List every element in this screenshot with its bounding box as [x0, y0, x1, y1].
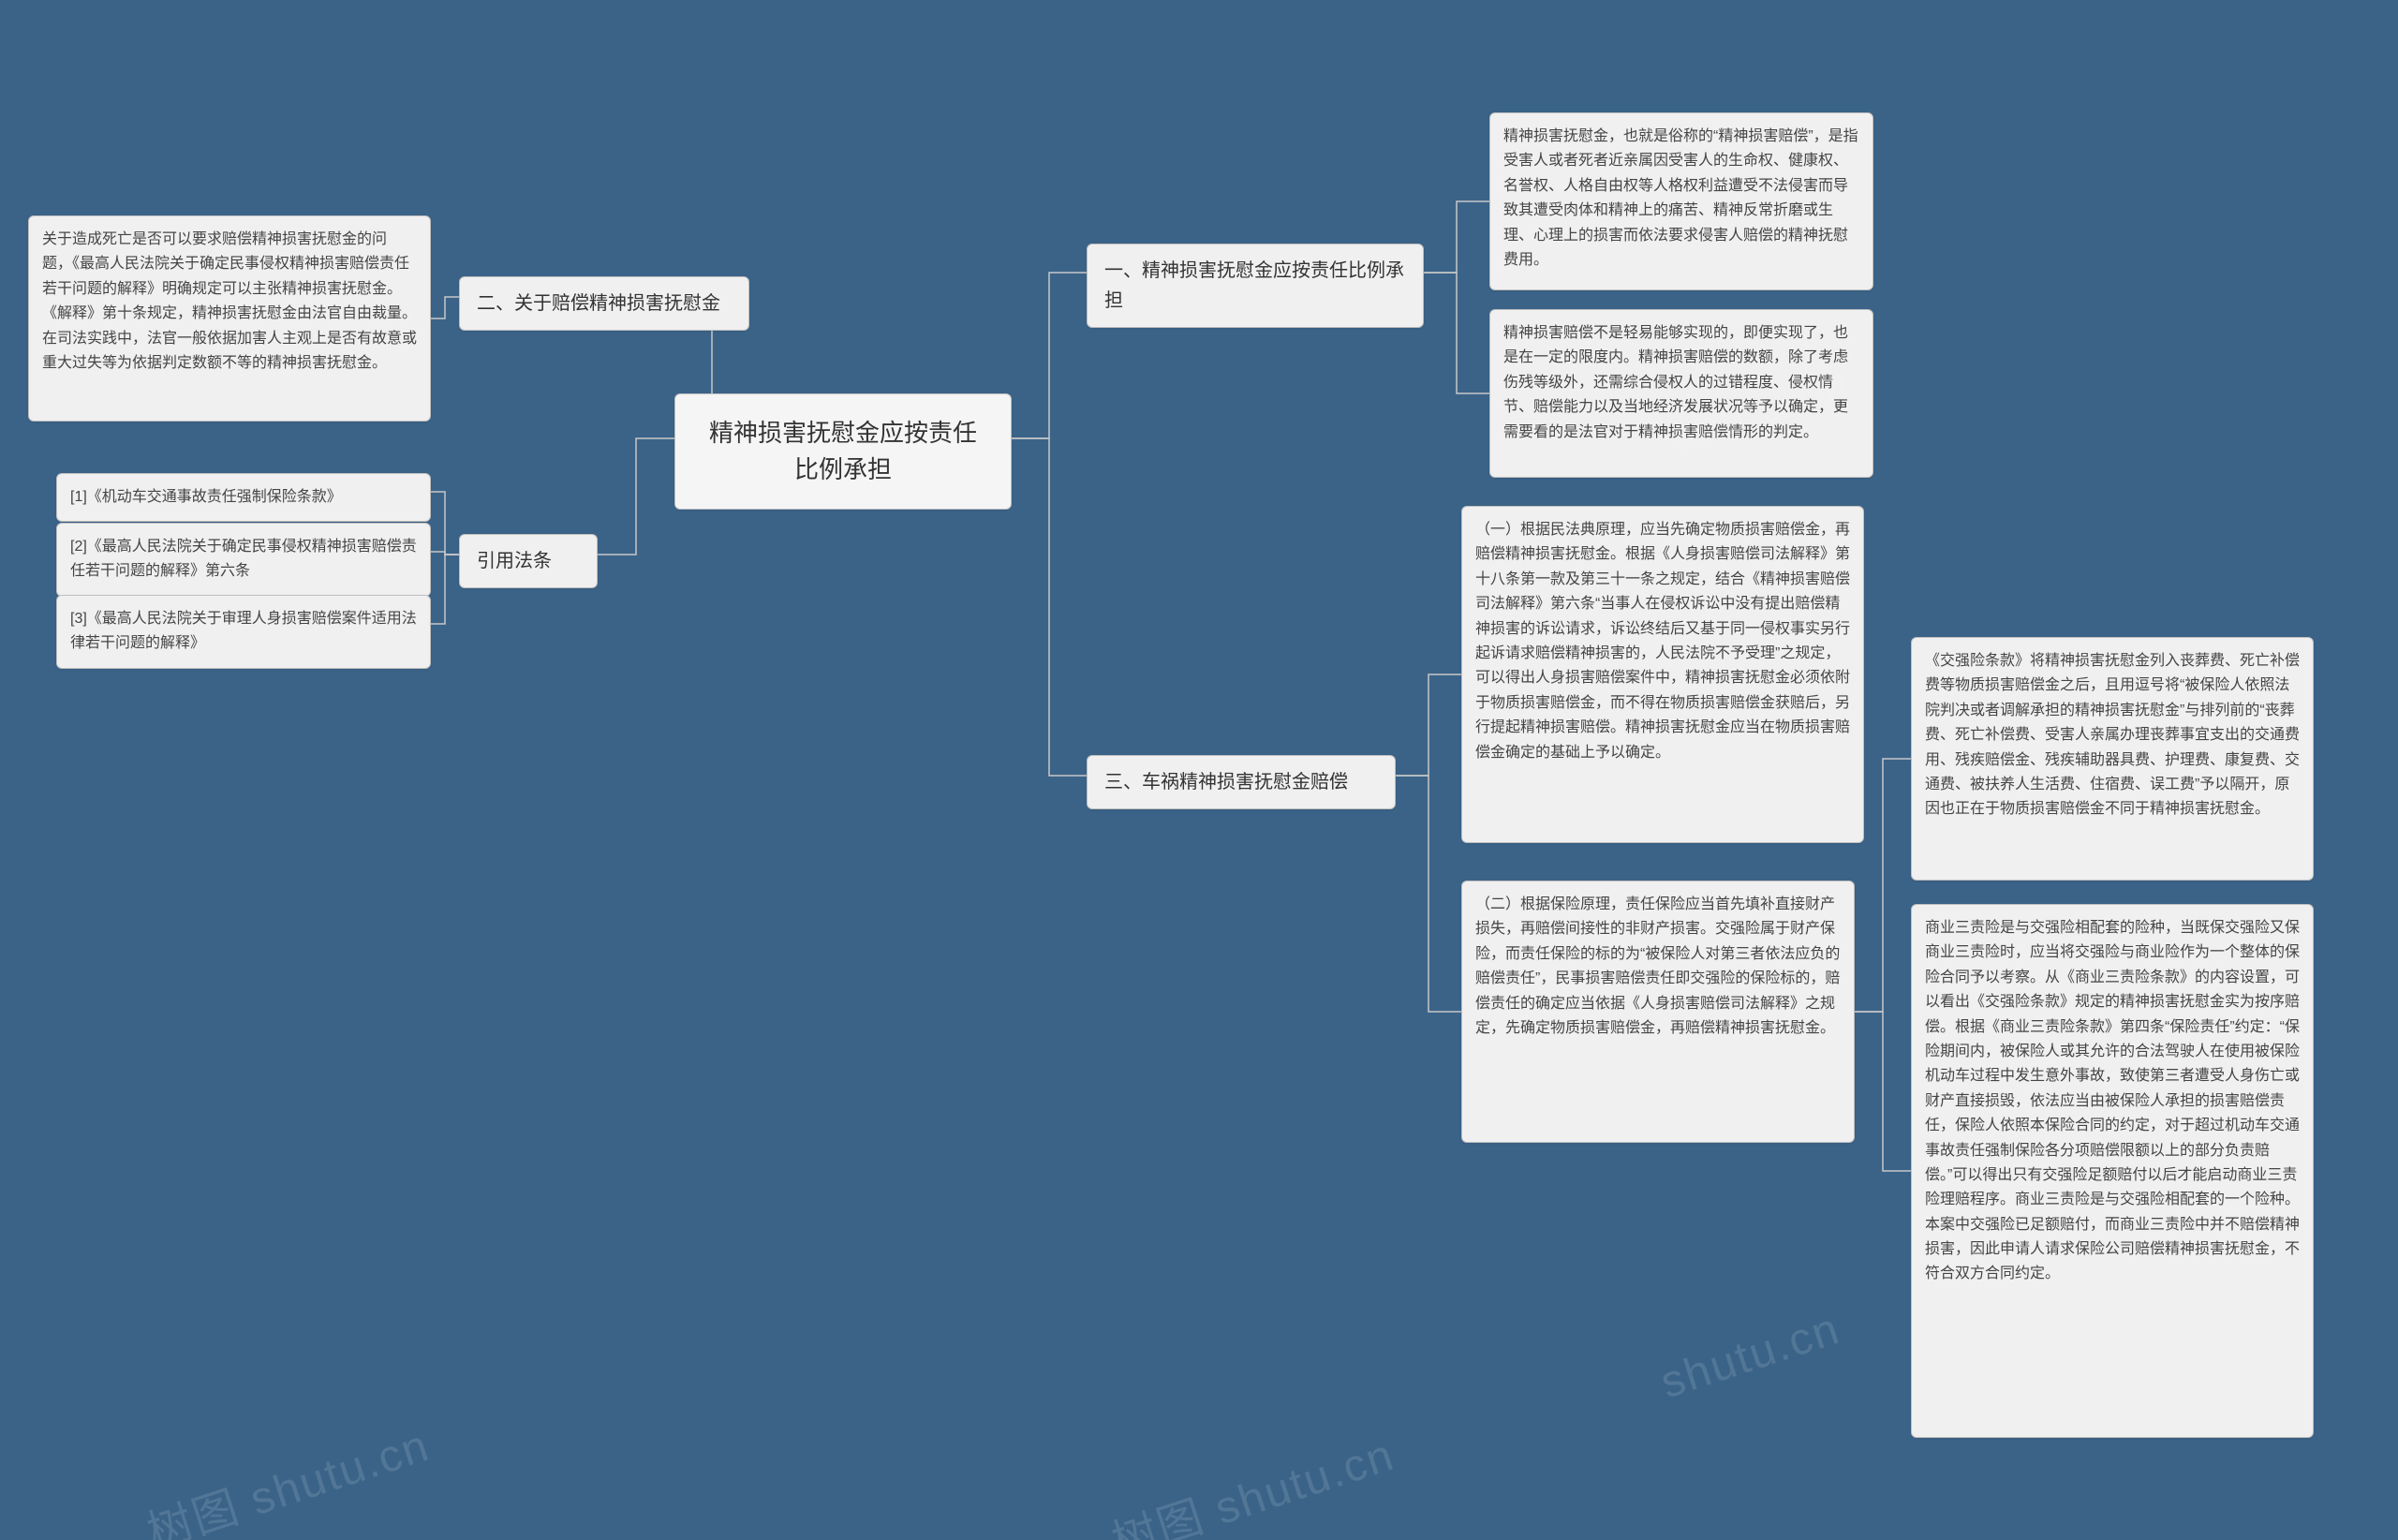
- node-b1a: 精神损害抚慰金，也就是俗称的“精神损害赔偿”，是指受害人或者死者近亲属因受害人的…: [1489, 112, 1873, 290]
- edge: [1012, 273, 1087, 438]
- edge: [431, 297, 459, 318]
- edge: [431, 555, 459, 624]
- node-b3c: [3]《最高人民法院关于审理人身损害赔偿案件适用法律若干问题的解释》: [56, 595, 431, 669]
- edge: [1012, 438, 1087, 776]
- node-b3a: [1]《机动车交通事故责任强制保险条款》: [56, 473, 431, 522]
- node-b4b2: 商业三责险是与交强险相配套的险种，当既保交强险又保商业三责险时，应当将交强险与商…: [1911, 904, 2314, 1438]
- node-b1b: 精神损害赔偿不是轻易能够实现的，即便实现了，也是在一定的限度内。精神损害赔偿的数…: [1489, 309, 1873, 478]
- node-b2: 二、关于赔偿精神损害抚慰金: [459, 276, 749, 331]
- node-b4a: （一）根据民法典原理，应当先确定物质损害赔偿金，再赔偿精神损害抚慰金。根据《人身…: [1461, 506, 1864, 843]
- node-b3: 引用法条: [459, 534, 598, 588]
- edge: [431, 492, 459, 555]
- edge: [1855, 1012, 1911, 1171]
- edge: [1424, 273, 1489, 393]
- node-b1: 一、精神损害抚慰金应按责任比例承担: [1087, 244, 1424, 328]
- node-b2a: 关于造成死亡是否可以要求赔偿精神损害抚慰金的问题，《最高人民法院关于确定民事侵权…: [28, 215, 431, 422]
- node-b4: 三、车祸精神损害抚慰金赔偿: [1087, 755, 1396, 809]
- node-b3b: [2]《最高人民法院关于确定民事侵权精神损害赔偿责任若干问题的解释》第六条: [56, 523, 431, 597]
- edge: [1424, 201, 1489, 273]
- edge: [598, 438, 674, 555]
- edge: [1396, 776, 1461, 1012]
- node-b4b: （二）根据保险原理，责任保险应当首先填补直接财产损失，再赔偿间接性的非财产损害。…: [1461, 881, 1855, 1143]
- edge: [1396, 674, 1461, 776]
- node-b4b1: 《交强险条款》将精神损害抚慰金列入丧葬费、死亡补偿费等物质损害赔偿金之后，且用逗…: [1911, 637, 2314, 881]
- node-center: 精神损害抚慰金应按责任比例承担: [674, 393, 1012, 510]
